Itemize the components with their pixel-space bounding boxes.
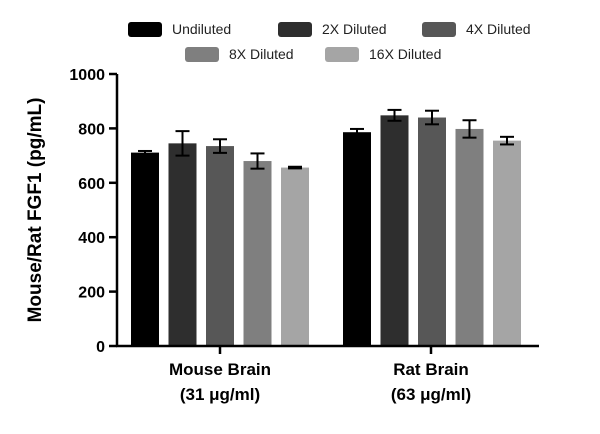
legend-swatch bbox=[422, 22, 456, 37]
y-tick-label: 200 bbox=[78, 285, 105, 302]
bar bbox=[281, 167, 309, 346]
legend-swatch bbox=[325, 47, 359, 62]
bar bbox=[493, 140, 521, 346]
category-sublabel: (31 μg/ml) bbox=[180, 385, 260, 404]
bar bbox=[168, 143, 197, 346]
bar bbox=[455, 128, 484, 346]
category-label: Rat Brain bbox=[393, 360, 469, 379]
legend-label: 8X Diluted bbox=[229, 46, 294, 62]
y-tick-label: 800 bbox=[78, 121, 105, 138]
legend-label: 2X Diluted bbox=[322, 21, 387, 37]
y-tick-label: 0 bbox=[96, 339, 105, 356]
y-tick-label: 400 bbox=[78, 230, 105, 247]
legend-swatch bbox=[278, 22, 312, 37]
bar bbox=[206, 146, 234, 346]
bar bbox=[243, 161, 272, 346]
legend-swatch bbox=[128, 22, 162, 37]
legend-label: 16X Diluted bbox=[369, 46, 441, 62]
y-axis-label: Mouse/Rat FGF1 (pg/mL) bbox=[25, 98, 46, 323]
y-axis: 0 200 400 600 800 1000 bbox=[69, 67, 119, 356]
bar bbox=[131, 152, 159, 346]
legend-label: Undiluted bbox=[172, 21, 231, 37]
legend: Undiluted 2X Diluted 4X Diluted 8X Diluted 1… bbox=[128, 21, 531, 62]
legend-swatch bbox=[185, 47, 219, 62]
category-label: Mouse Brain bbox=[169, 360, 271, 379]
x-axis: Mouse Brain (31 μg/ml) Rat Brain (63 μg/ml) bbox=[116, 344, 539, 404]
category-sublabel: (63 μg/ml) bbox=[391, 385, 471, 404]
bar bbox=[343, 132, 371, 346]
y-tick-label: 1000 bbox=[69, 67, 105, 84]
bars bbox=[131, 108, 521, 347]
bar bbox=[418, 117, 446, 347]
bar bbox=[380, 115, 409, 347]
legend-label: 4X Diluted bbox=[466, 21, 531, 37]
y-tick-label: 600 bbox=[78, 176, 105, 193]
